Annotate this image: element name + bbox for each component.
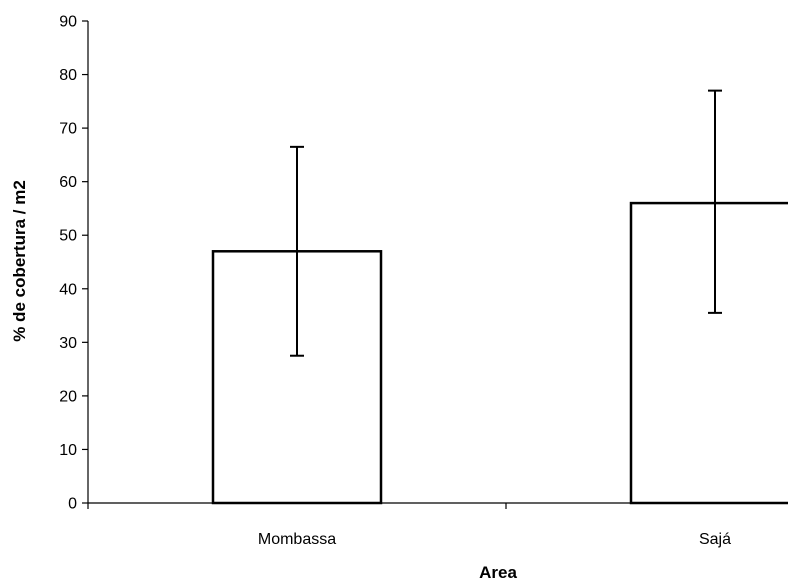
x-axis-ticks: Mombassa Sajá (87, 503, 731, 548)
y-tick-label: 30 (59, 335, 77, 352)
y-tick-label: 60 (59, 174, 77, 191)
y-tick-label: 0 (68, 496, 77, 513)
bars (211, 201, 788, 505)
y-tick-label: 80 (59, 67, 77, 84)
y-tick-label: 90 (59, 14, 77, 31)
y-tick-label: 10 (59, 442, 77, 459)
y-tick-label: 50 (59, 228, 77, 245)
y-axis-ticks: 0 10 20 30 40 50 60 70 80 90 (59, 14, 88, 513)
y-tick-label: 70 (59, 121, 77, 138)
x-tick-label: Sajá (699, 531, 731, 548)
error-bars (290, 89, 722, 357)
x-tick-label: Mombassa (258, 531, 336, 548)
y-tick-label: 20 (59, 388, 77, 405)
y-axis-title: % de cobertura / m2 (10, 180, 29, 342)
bar (629, 201, 788, 505)
y-tick-label: 40 (59, 281, 77, 298)
x-axis-title: Area (479, 563, 517, 582)
